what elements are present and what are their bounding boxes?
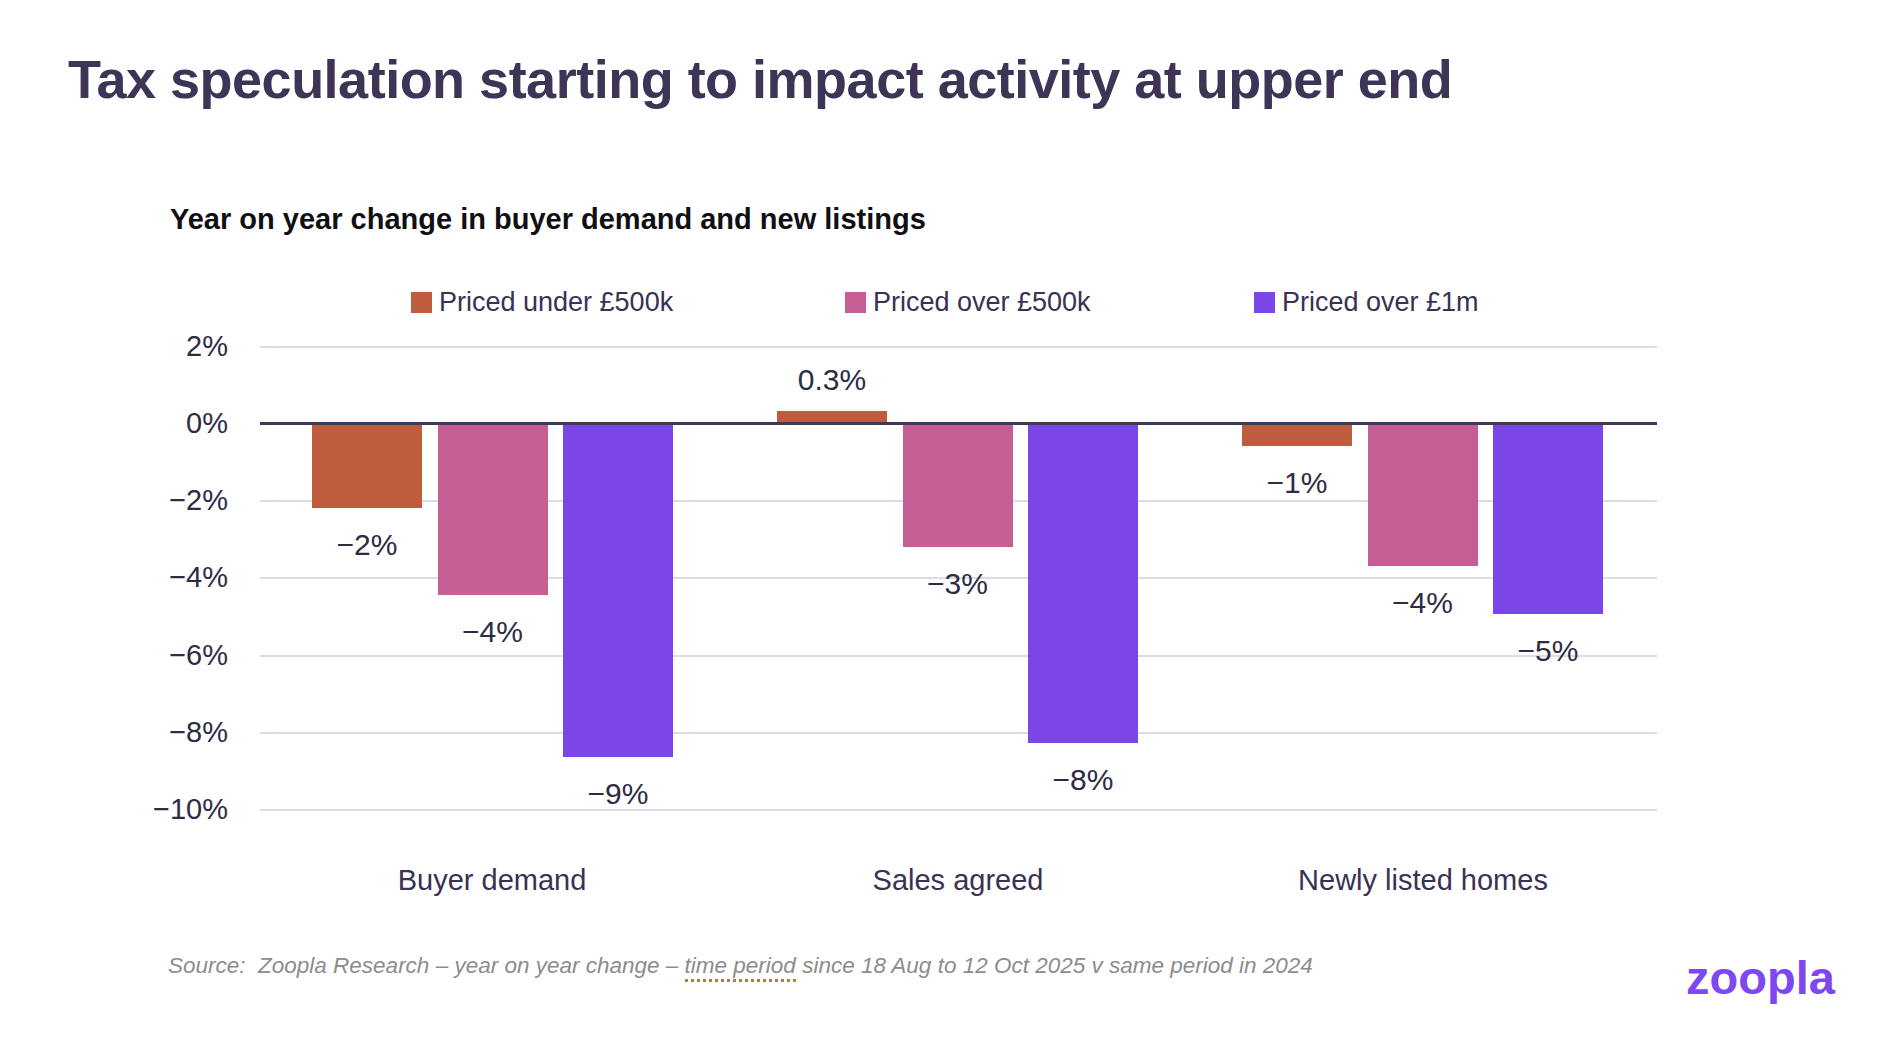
bar-value-label: 0.3% [747,363,917,397]
bar-value-label: −8% [998,763,1168,797]
slide: Tax speculation starting to impact activ… [0,0,1894,1042]
gridline [260,809,1657,811]
bar-value-label: −4% [408,615,578,649]
legend-swatch-icon [845,292,866,313]
category-label: Sales agreed [748,864,1168,897]
zero-axis-line [260,422,1657,425]
gridline [260,346,1657,348]
category-label: Newly listed homes [1213,864,1633,897]
bar-3-1 [563,423,673,757]
legend-label: Priced under £500k [439,287,673,318]
bar-2-1 [438,423,548,595]
legend-item: Priced under £500k [411,286,673,318]
y-tick-label: −8% [88,715,228,749]
bar-value-label: −2% [282,528,452,562]
y-tick-label: 2% [88,329,228,363]
gridline [260,732,1657,734]
bar-1-3 [1242,423,1352,446]
bar-value-label: −3% [873,567,1043,601]
y-tick-label: −10% [88,792,228,826]
legend-label: Priced over £500k [873,287,1091,318]
y-tick-label: 0% [88,406,228,440]
category-label: Buyer demand [282,864,702,897]
bar-value-label: −4% [1338,586,1508,620]
y-tick-label: −6% [88,638,228,672]
bar-2-3 [1368,423,1478,566]
bar-value-label: −1% [1212,466,1382,500]
bar-3-2 [1028,423,1138,743]
source-note: Source: Zoopla Research – year on year c… [168,953,1313,979]
page-title: Tax speculation starting to impact activ… [68,50,1452,109]
chart-subtitle: Year on year change in buyer demand and … [170,203,926,236]
bar-value-label: −5% [1463,634,1633,668]
gridline [260,655,1657,657]
zoopla-logo: zoopla [1686,954,1835,1001]
legend-item: Priced over £1m [1254,286,1479,318]
legend-swatch-icon [1254,292,1275,313]
bar-1-1 [312,423,422,508]
legend-item: Priced over £500k [845,286,1091,318]
legend-label: Priced over £1m [1282,287,1479,318]
plot-area: −2% −4% −9% 0.3% −3% −8% −1% −4% −5% [260,330,1657,830]
y-tick-label: −2% [88,483,228,517]
bar-3-3 [1493,423,1603,614]
source-text-rest: since 18 Aug to 12 Oct 2025 v same perio… [796,953,1313,978]
bar-2-2 [903,423,1013,547]
y-tick-label: −4% [88,560,228,594]
legend-swatch-icon [411,292,432,313]
source-text: Source: Zoopla Research – year on year c… [168,953,685,978]
source-underlined-text: time period [685,953,796,982]
bar-value-label: −9% [533,777,703,811]
